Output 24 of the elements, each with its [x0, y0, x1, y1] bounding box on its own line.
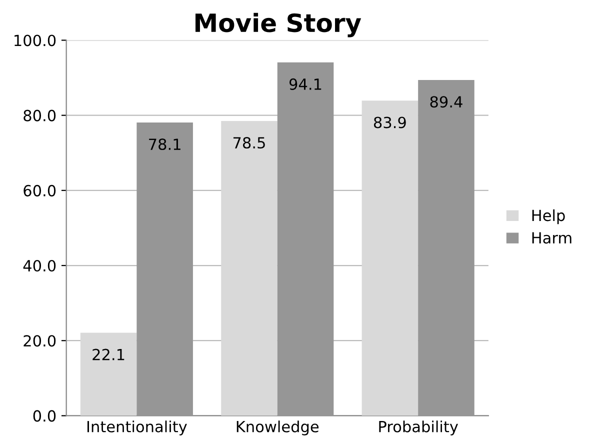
- y-tick-label: 100.0: [14, 34, 56, 46]
- data-label: 83.9: [374, 116, 406, 128]
- bar: [80, 332, 137, 416]
- y-tick-label: 0.0: [33, 410, 56, 422]
- chart-title: Movie Story: [196, 12, 362, 38]
- data-label: 78.5: [233, 136, 265, 149]
- y-tick-label: 40.0: [23, 260, 56, 272]
- bar: [221, 120, 278, 416]
- legend-label: Harm: [532, 232, 572, 244]
- y-tick-label: 20.0: [24, 335, 56, 347]
- y-tick-label: 80.0: [24, 110, 56, 122]
- data-label: 94.1: [289, 78, 322, 90]
- y-tick-label: 60.0: [24, 184, 56, 196]
- bar: [362, 100, 418, 416]
- x-tick-label: Knowledge: [236, 420, 319, 436]
- bar: [277, 62, 334, 416]
- data-label: 22.1: [92, 348, 124, 360]
- bar: [136, 122, 193, 416]
- legend-label: Help: [532, 209, 565, 224]
- data-label: 78.1: [149, 138, 180, 150]
- data-label: 89.4: [430, 96, 462, 108]
- x-tick-label: Probability: [379, 420, 458, 436]
- x-tick-label: Intentionality: [87, 420, 187, 436]
- bar: [418, 80, 474, 416]
